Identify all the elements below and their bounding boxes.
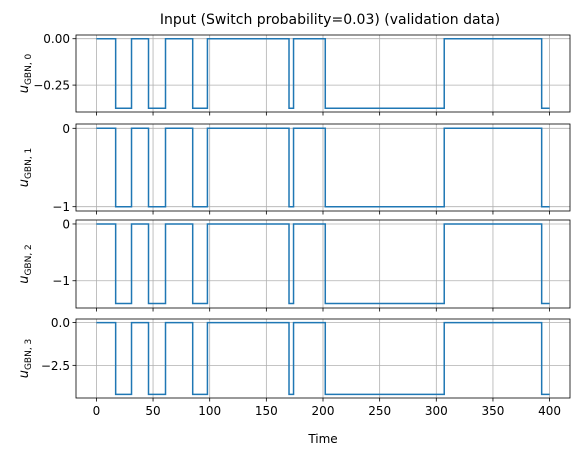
subplot-3: 0 50 100 150 200 250 300 350 400 0.0 −2.5 uGBN, 3: [17, 316, 571, 418]
y-axis-label-2: uGBN, 2: [17, 244, 34, 284]
subplot-2: 0 −1 uGBN, 2: [17, 217, 571, 312]
x-tick-label: 400: [538, 404, 561, 418]
y-tick-label: −1: [52, 200, 70, 214]
series-line-1: [96, 127, 550, 208]
x-tick-label: 300: [425, 404, 448, 418]
x-tick-label: 150: [255, 404, 278, 418]
x-tick-label: 50: [145, 404, 160, 418]
y-tick-label: −0.25: [33, 79, 70, 93]
series-line-0: [96, 37, 550, 110]
y-tick-label: 0: [62, 217, 70, 231]
y-tick-label: 0.00: [43, 32, 70, 46]
y-axis-label-3: uGBN, 3: [17, 339, 34, 379]
chart-title: Input (Switch probability=0.03) (validat…: [160, 12, 500, 28]
series-line-3: [96, 321, 550, 396]
x-tick-label: 250: [368, 404, 391, 418]
y-tick-label: 0: [62, 122, 70, 136]
x-tick-label: 350: [482, 404, 505, 418]
x-tick-label: 200: [312, 404, 335, 418]
y-tick-label: −2.5: [41, 359, 70, 373]
y-axis-label-1: uGBN, 1: [17, 148, 34, 188]
x-tick-label: 100: [198, 404, 221, 418]
subplot-1: 0 −1 uGBN, 1: [17, 122, 571, 215]
y-tick-label: 0.0: [51, 316, 70, 330]
y-axis-label-0: uGBN, 0: [17, 53, 34, 93]
x-axis-label: Time: [307, 432, 337, 446]
series-line-2: [96, 223, 550, 305]
x-tick-label: 0: [93, 404, 101, 418]
y-tick-label: −1: [52, 274, 70, 288]
